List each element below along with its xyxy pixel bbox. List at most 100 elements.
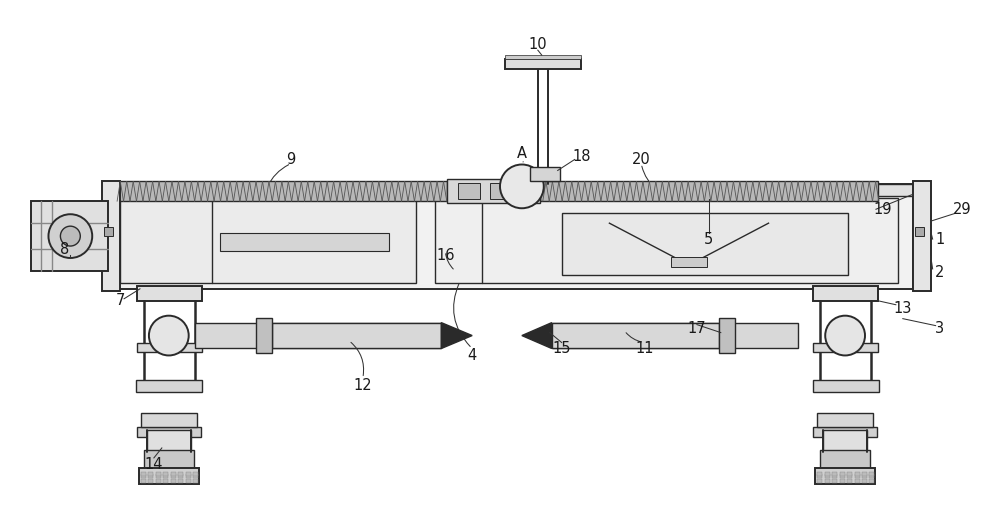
- Bar: [820, 450, 870, 470]
- Bar: [435, 198, 898, 283]
- Bar: [163, 474, 168, 478]
- Bar: [136, 380, 202, 392]
- Bar: [815, 468, 875, 484]
- Bar: [540, 181, 878, 201]
- Bar: [862, 479, 867, 483]
- Text: 15: 15: [552, 341, 571, 356]
- Bar: [869, 474, 874, 478]
- Bar: [855, 474, 860, 478]
- Bar: [147, 430, 191, 452]
- Bar: [139, 468, 199, 484]
- Circle shape: [48, 214, 92, 258]
- Bar: [163, 472, 168, 476]
- Bar: [107, 184, 913, 289]
- Bar: [137, 286, 202, 301]
- Text: 1: 1: [935, 231, 944, 247]
- Bar: [840, 479, 845, 483]
- Circle shape: [60, 226, 80, 246]
- Text: 8: 8: [60, 242, 69, 257]
- Bar: [104, 227, 113, 236]
- Bar: [847, 479, 852, 483]
- Bar: [817, 474, 822, 478]
- Bar: [163, 479, 168, 483]
- Circle shape: [825, 316, 865, 356]
- Bar: [186, 474, 191, 478]
- Bar: [193, 479, 198, 483]
- Bar: [490, 183, 512, 199]
- Polygon shape: [441, 322, 472, 349]
- Bar: [178, 479, 183, 483]
- Bar: [458, 183, 480, 199]
- Bar: [178, 474, 183, 478]
- Bar: [171, 479, 176, 483]
- Polygon shape: [522, 322, 552, 349]
- Text: 5: 5: [704, 231, 713, 247]
- Bar: [825, 472, 830, 476]
- Bar: [144, 450, 194, 470]
- Text: 17: 17: [688, 321, 706, 336]
- Text: 2: 2: [935, 265, 944, 281]
- Bar: [272, 322, 441, 349]
- Bar: [505, 59, 581, 69]
- Text: 13: 13: [894, 301, 912, 316]
- Text: 11: 11: [635, 341, 653, 356]
- Bar: [186, 472, 191, 476]
- Bar: [813, 286, 878, 301]
- Bar: [869, 472, 874, 476]
- Bar: [193, 474, 198, 478]
- Bar: [817, 479, 822, 483]
- Bar: [148, 479, 153, 483]
- Text: 16: 16: [436, 248, 455, 264]
- Bar: [813, 342, 878, 353]
- Bar: [141, 472, 146, 476]
- Bar: [552, 322, 798, 349]
- Bar: [102, 181, 120, 291]
- Bar: [114, 181, 447, 201]
- Bar: [862, 474, 867, 478]
- Text: 9: 9: [287, 152, 296, 167]
- Bar: [915, 227, 924, 236]
- Bar: [505, 55, 581, 59]
- Bar: [869, 479, 874, 483]
- Bar: [832, 479, 837, 483]
- Bar: [823, 430, 867, 452]
- Bar: [141, 474, 146, 478]
- Text: 4: 4: [468, 348, 477, 363]
- Bar: [171, 472, 176, 476]
- Bar: [156, 474, 161, 478]
- Bar: [832, 472, 837, 476]
- Text: 19: 19: [874, 202, 892, 217]
- Bar: [817, 413, 873, 427]
- Text: 7: 7: [115, 293, 125, 308]
- Bar: [719, 318, 735, 354]
- Bar: [148, 474, 153, 478]
- Bar: [107, 184, 913, 196]
- Circle shape: [500, 165, 544, 208]
- Text: 14: 14: [145, 457, 163, 472]
- Bar: [31, 201, 108, 271]
- Bar: [862, 472, 867, 476]
- Bar: [137, 427, 201, 437]
- Text: 18: 18: [572, 149, 591, 164]
- Bar: [855, 472, 860, 476]
- Text: 3: 3: [935, 321, 944, 336]
- Bar: [813, 427, 877, 437]
- Bar: [171, 474, 176, 478]
- Bar: [552, 322, 719, 349]
- Bar: [530, 168, 560, 181]
- Bar: [148, 472, 153, 476]
- Bar: [178, 472, 183, 476]
- Bar: [186, 479, 191, 483]
- Bar: [817, 472, 822, 476]
- Bar: [137, 342, 202, 353]
- Bar: [671, 257, 707, 267]
- Circle shape: [149, 316, 189, 356]
- Text: 29: 29: [953, 202, 972, 217]
- Bar: [832, 474, 837, 478]
- Bar: [141, 479, 146, 483]
- Bar: [156, 479, 161, 483]
- Bar: [825, 479, 830, 483]
- Bar: [913, 181, 931, 291]
- Bar: [847, 474, 852, 478]
- Text: 20: 20: [632, 152, 651, 167]
